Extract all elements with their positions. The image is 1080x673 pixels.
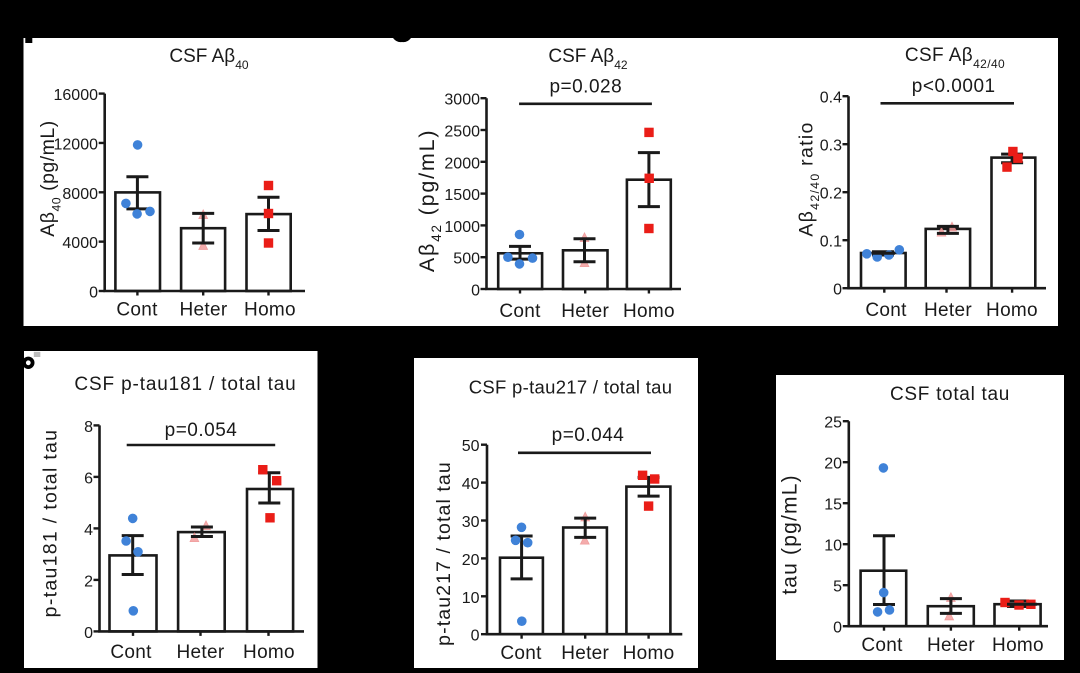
svg-text:p=0.028: p=0.028 [549,77,622,98]
svg-text:CSF total tau: CSF total tau [890,384,1010,405]
svg-text:Aβ42 (pg/mL): Aβ42 (pg/mL) [415,129,444,272]
svg-text:16000: 16000 [54,87,99,104]
svg-text:1000: 1000 [444,219,480,236]
svg-text:20: 20 [824,456,842,473]
svg-text:25: 25 [824,415,842,432]
svg-text:p=0.054: p=0.054 [165,420,238,441]
svg-text:Cont: Cont [499,301,541,322]
svg-text:Homo: Homo [244,300,296,321]
svg-text:Cont: Cont [865,300,907,321]
svg-text:0: 0 [471,628,480,645]
svg-text:CSF Aβ42: CSF Aβ42 [548,46,628,72]
svg-text:0: 0 [833,620,842,637]
svg-text:4: 4 [84,522,93,539]
svg-text:p-tau181 / total tau: p-tau181 / total tau [40,429,62,618]
svg-text:Cont: Cont [110,642,152,663]
svg-text:CSF p-tau181 / total tau: CSF p-tau181 / total tau [74,374,296,395]
svg-text:Heter: Heter [924,300,972,321]
svg-text:30: 30 [462,514,480,531]
svg-text:Heter: Heter [561,643,609,664]
svg-text:Cont: Cont [500,643,542,664]
svg-text:12000: 12000 [54,136,99,153]
svg-text:8: 8 [84,419,93,436]
svg-text:Homo: Homo [623,643,675,664]
svg-text:6: 6 [84,470,93,487]
svg-text:3000: 3000 [444,92,480,109]
svg-text:Aβ42/40 ratio: Aβ42/40 ratio [796,121,823,236]
svg-text:2000: 2000 [444,155,480,172]
svg-text:0.1: 0.1 [820,234,842,251]
svg-text:0.4: 0.4 [820,90,842,107]
svg-text:1500: 1500 [444,187,480,204]
svg-text:10: 10 [462,590,480,607]
svg-text:Heter: Heter [180,300,228,321]
svg-text:0: 0 [89,285,98,302]
svg-text:0: 0 [471,283,480,300]
svg-text:p-tau217 / total tau: p-tau217 / total tau [433,461,455,646]
svg-text:2: 2 [84,573,93,590]
svg-text:Heter: Heter [927,635,975,656]
svg-text:0.3: 0.3 [820,138,842,155]
svg-text:p<0.0001: p<0.0001 [912,76,996,97]
svg-text:2500: 2500 [444,124,480,141]
svg-text:Heter: Heter [177,642,225,663]
svg-text:Cont: Cont [861,635,903,656]
svg-text:Homo: Homo [986,300,1038,321]
svg-text:Homo: Homo [243,642,295,663]
svg-text:50: 50 [462,438,480,455]
svg-text:CSF p-tau217 / total tau: CSF p-tau217 / total tau [469,377,673,398]
svg-text:0: 0 [833,282,842,299]
svg-text:Aβ40 (pg/mL): Aβ40 (pg/mL) [37,120,64,237]
svg-text:p=0.044: p=0.044 [552,425,625,446]
svg-text:500: 500 [453,251,480,268]
svg-text:tau (pg/mL): tau (pg/mL) [779,474,802,595]
svg-text:CSF Aβ40: CSF Aβ40 [169,46,249,72]
svg-text:8000: 8000 [62,186,98,203]
svg-text:CSF Aβ42/40: CSF Aβ42/40 [905,45,1005,71]
svg-text:Homo: Homo [623,301,675,322]
svg-text:Heter: Heter [561,301,609,322]
svg-text:4000: 4000 [62,235,98,252]
svg-text:5: 5 [833,579,842,596]
svg-text:15: 15 [824,497,842,514]
svg-text:20: 20 [462,552,480,569]
svg-text:Cont: Cont [116,300,158,321]
svg-text:40: 40 [462,476,480,493]
svg-text:Homo: Homo [992,635,1044,656]
svg-text:0: 0 [84,625,93,642]
svg-text:10: 10 [824,538,842,555]
svg-text:0.2: 0.2 [820,186,842,203]
